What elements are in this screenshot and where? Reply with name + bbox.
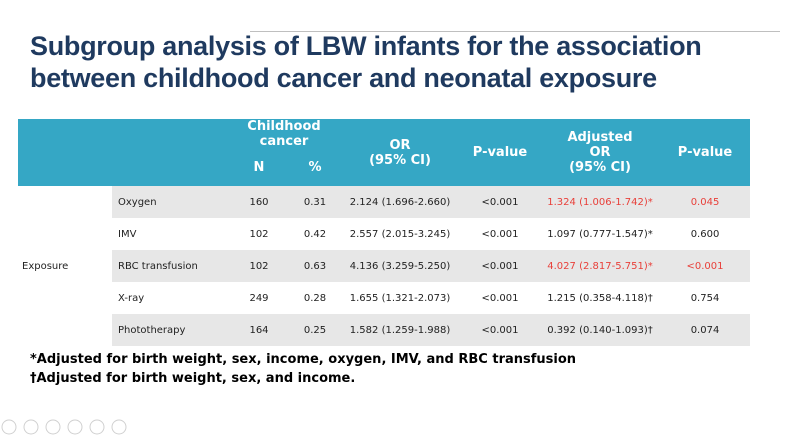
cell: 4.136 (3.259-5.250) — [340, 250, 461, 282]
title-line: between childhood cancer and neonatal ex… — [30, 63, 657, 93]
header-text: (95% CI) — [569, 160, 631, 175]
cell: 160 — [228, 186, 290, 218]
cell: 0.28 — [303, 292, 327, 304]
cell: 1.215 (0.358-4.118)† — [547, 292, 653, 304]
table-row: Exposure Oxygen 160 0.31 2.124 (1.696-2.660)… — [18, 186, 751, 346]
footnotes: *Adjusted for birth weight, sex, income,… — [30, 350, 576, 388]
cell: <0.001 — [460, 314, 541, 346]
footnote: *Adjusted for birth weight, sex, income,… — [30, 352, 577, 367]
subgroup: Phototherapy — [112, 314, 228, 346]
header-text: (95% CI) — [369, 152, 431, 168]
cell: 2.557 (2.015-3.245) — [349, 228, 451, 240]
cell: 0.045 — [660, 186, 751, 218]
header-text: OR — [389, 137, 411, 153]
cell: 1.097 (0.777-1.547)* — [547, 228, 653, 240]
table: Childhood cancer OR (95% CI) P-value Adju… — [18, 119, 751, 346]
subgroup: IMV — [118, 228, 137, 240]
header-text: OR — [589, 145, 611, 160]
cell: 2.124 (1.696-2.660) — [340, 186, 461, 218]
footnote: †Adjusted for birth weight, sex, and inc… — [30, 371, 356, 386]
table-row: IMV 102 0.42 2.557 (2.015-3.245) <0.001 1.097… — [18, 218, 750, 250]
header-cell: OR (95% CI) — [340, 119, 461, 186]
cell: 249 — [249, 292, 269, 304]
cell: <0.001 — [481, 228, 519, 240]
header-cell — [18, 119, 228, 186]
cell: 0.25 — [290, 314, 341, 346]
cell: 0.600 — [690, 228, 720, 240]
zoom-icon[interactable] — [89, 419, 105, 435]
table-row: X-ray 249 0.28 1.655 (1.321-2.073) <0.001 1.2… — [18, 282, 750, 314]
header-cell: Childhood cancer — [228, 119, 341, 149]
copy-icon[interactable] — [67, 419, 83, 435]
cell: 1.582 (1.259-1.988) — [340, 314, 461, 346]
table-body: Exposure Oxygen 160 0.31 2.124 (1.696-2.660)… — [18, 186, 751, 346]
subgroup: X-ray — [118, 292, 145, 304]
title-line: Subgroup analysis of LBW infants for the… — [30, 31, 702, 61]
menu-icon[interactable] — [45, 419, 61, 435]
cell: 0.31 — [290, 186, 341, 218]
cell: 1.324 (1.006-1.742)* — [540, 186, 661, 218]
row-group: Exposure — [18, 186, 112, 346]
title: Subgroup analysis of LBW infants for the… — [30, 30, 702, 94]
cell: 0.63 — [290, 250, 341, 282]
cell: 164 — [228, 314, 290, 346]
subgroup: Oxygen — [112, 186, 228, 218]
cell: 0.42 — [303, 228, 327, 240]
cell: <0.001 — [481, 292, 519, 304]
more-icon[interactable] — [111, 419, 127, 435]
toolbar — [1, 419, 127, 435]
cell: 102 — [249, 228, 269, 240]
cell: 0.074 — [660, 314, 751, 346]
header-cell: % — [290, 149, 341, 186]
cell: <0.001 — [460, 250, 541, 282]
next-icon[interactable] — [23, 419, 39, 435]
cell: <0.001 — [460, 186, 541, 218]
cell: 102 — [228, 250, 290, 282]
subgroup: RBC transfusion — [112, 250, 228, 282]
header-cell: N — [228, 149, 290, 186]
header-text: Adjusted — [567, 130, 633, 145]
cell: 4.027 (2.817-5.751)* — [540, 250, 661, 282]
cell: 0.392 (0.140-1.093)† — [540, 314, 661, 346]
header-cell: Adjusted OR (95% CI) — [540, 119, 661, 186]
cell: 0.754 — [690, 292, 720, 304]
header-cell: P-value — [460, 119, 541, 186]
table-row: Phototherapy 164 0.25 1.582 (1.259-1.988) <0… — [18, 314, 751, 346]
cell: 1.655 (1.321-2.073) — [349, 292, 451, 304]
prev-icon[interactable] — [1, 419, 17, 435]
rule — [250, 31, 780, 32]
table-row: RBC transfusion 102 0.63 4.136 (3.259-5.250… — [18, 250, 751, 282]
header-cell: P-value — [660, 119, 751, 186]
cell: <0.001 — [660, 250, 751, 282]
